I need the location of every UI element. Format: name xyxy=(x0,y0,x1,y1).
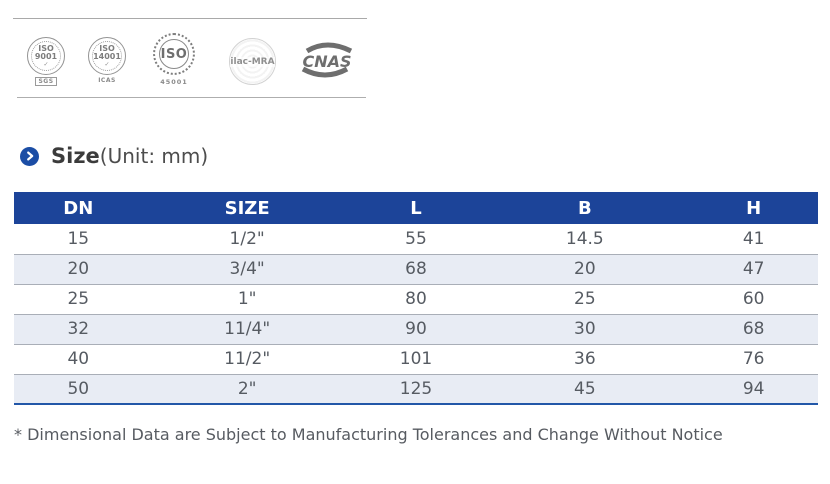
table-header-row: DN SIZE L B H xyxy=(14,192,818,224)
iso-45001-badge-icon: ISO 45001 xyxy=(153,33,195,86)
table-cell: 15 xyxy=(67,228,90,249)
table-row: 32 11/4" 90 30 68 xyxy=(14,313,818,344)
table-cell: 76 xyxy=(689,343,818,374)
table-cell: 40 xyxy=(14,343,143,374)
section-unit: (Unit: mm) xyxy=(99,144,209,168)
cnas-swoosh-icon xyxy=(301,42,353,78)
table-cell: 68 xyxy=(351,253,481,284)
iso-14001-label: ISO xyxy=(99,43,115,53)
table-cell: 80 xyxy=(351,283,481,314)
ilac-mra-badge-icon: ilac-MRA xyxy=(229,38,276,85)
col-header-dn: DN xyxy=(14,192,143,224)
table-row: 40 11/2" 101 36 76 xyxy=(14,343,818,374)
table-cell: 14.5 xyxy=(565,228,604,249)
iso-14001-seal: ISO 14001 ✓ xyxy=(88,37,126,75)
table-row: 25 1" 80 25 60 xyxy=(14,283,818,314)
iso-9001-badge-icon: ISO 9001 ✓ SGS xyxy=(27,37,65,86)
checkmark-icon: ✓ xyxy=(43,60,49,68)
checkmark-icon: ✓ xyxy=(104,60,110,68)
iso-45001-label: ISO xyxy=(160,46,188,62)
section-title: Size xyxy=(51,144,100,168)
icas-label: ICAS xyxy=(98,77,116,84)
table-cell: 125 xyxy=(351,373,481,405)
cnas-label: CNAS xyxy=(302,52,352,71)
table-cell: 11/2" xyxy=(142,343,352,374)
table-cell: 94 xyxy=(689,373,818,405)
col-header-b: B xyxy=(480,192,690,224)
table-cell: 20 xyxy=(480,253,690,284)
table-cell: 45 xyxy=(480,373,690,405)
iso-45001-number: 45001 xyxy=(160,78,188,86)
size-table: DN SIZE L B H 15 1/2" 55 14.5 41 20 3/4"… xyxy=(14,192,818,405)
table-cell: 11/4" xyxy=(142,313,352,344)
table-cell: 25 xyxy=(14,283,143,314)
table-cell: 1/2" xyxy=(229,228,265,249)
iso-9001-label: ISO xyxy=(38,43,54,53)
table-cell: 90 xyxy=(351,313,481,344)
table-cell: 60 xyxy=(689,283,818,314)
table-row: 15 1/2" 55 14.5 41 xyxy=(14,224,818,254)
table-cell: 3/4" xyxy=(142,253,352,284)
table-cell: 68 xyxy=(689,313,818,344)
table-cell: 1" xyxy=(142,283,352,314)
ilac-mra-label: ilac-MRA xyxy=(230,56,275,67)
table-cell: 32 xyxy=(14,313,143,344)
section-heading: Size (Unit: mm) xyxy=(20,144,208,168)
strip-divider-bottom xyxy=(17,97,366,98)
certification-strip: ISO 9001 ✓ SGS ISO 14001 ✓ ICAS ISO 4500… xyxy=(0,0,830,110)
table-cell: 20 xyxy=(14,253,143,284)
ilac-mra-seal: ilac-MRA xyxy=(229,38,276,85)
col-header-h: H xyxy=(689,192,818,224)
sgs-label: SGS xyxy=(35,77,57,86)
cnas-logo: CNAS xyxy=(299,42,355,78)
table-cell: 36 xyxy=(480,343,690,374)
table-cell: 30 xyxy=(480,313,690,344)
col-header-size: SIZE xyxy=(142,192,352,224)
table-cell: 55 xyxy=(405,228,427,249)
iso-45001-seal: ISO xyxy=(153,33,195,75)
cnas-badge-icon: CNAS xyxy=(299,42,355,78)
iso-14001-badge-icon: ISO 14001 ✓ ICAS xyxy=(88,37,126,84)
table-cell: 101 xyxy=(351,343,481,374)
iso-9001-seal: ISO 9001 ✓ xyxy=(27,37,65,75)
footnote: * Dimensional Data are Subject to Manufa… xyxy=(14,425,723,444)
chevron-right-icon xyxy=(20,146,39,166)
table-cell: 50 xyxy=(14,373,143,405)
col-header-l: L xyxy=(351,192,481,224)
table-cell: 2" xyxy=(142,373,352,405)
table-cell: 47 xyxy=(689,253,818,284)
table-cell: 25 xyxy=(480,283,690,314)
strip-divider-top xyxy=(13,18,367,19)
table-row: 20 3/4" 68 20 47 xyxy=(14,253,818,284)
table-row: 50 2" 125 45 94 xyxy=(14,373,818,405)
table-cell: 41 xyxy=(742,228,765,249)
